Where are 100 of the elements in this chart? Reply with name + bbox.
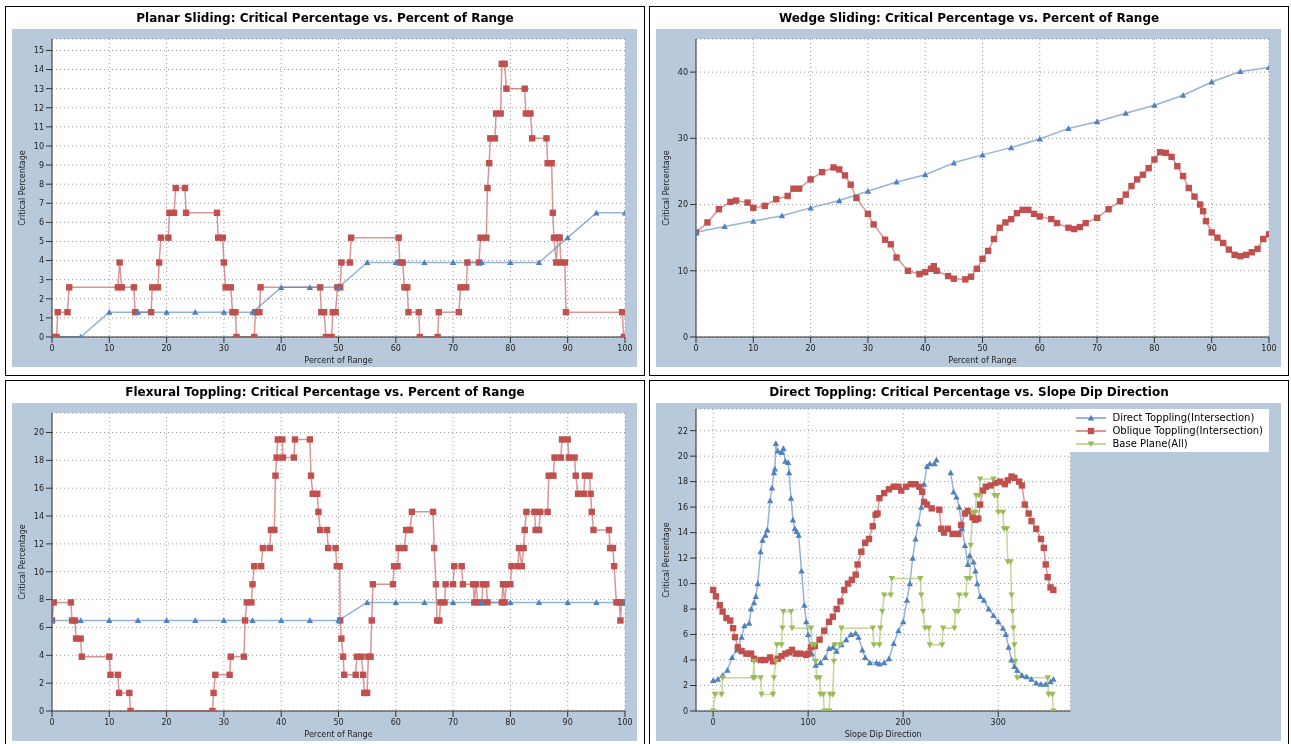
x-tick-label: 10	[104, 717, 115, 727]
x-tick-label: 80	[505, 343, 516, 353]
point	[864, 188, 872, 194]
x-tick-label: 0	[693, 343, 699, 353]
point	[278, 284, 285, 290]
y-axis-title: Critical Percentage	[661, 150, 671, 226]
y-tick-label: 0	[682, 332, 688, 342]
y-axis-title: Critical Percentage	[661, 522, 671, 598]
x-tick-label: 50	[333, 343, 344, 353]
y-tick-label: 6	[38, 218, 44, 228]
point	[449, 259, 457, 266]
x-tick-label: 0	[49, 717, 55, 727]
y-tick-label: 8	[38, 180, 44, 190]
point	[1007, 144, 1015, 151]
y-tick-label: 30	[677, 134, 688, 144]
y-tick-label: 0	[682, 706, 688, 716]
y-tick-label: 6	[38, 623, 44, 633]
y-tick-label: 2	[38, 294, 44, 304]
x-tick-label: 20	[161, 343, 172, 353]
point	[507, 259, 514, 266]
y-tick-label: 40	[677, 67, 688, 77]
x-tick-label: 20	[161, 717, 172, 727]
y-tick-label: 20	[677, 451, 688, 461]
legend-label: Base Plane(All)	[1112, 437, 1188, 450]
point	[778, 212, 786, 219]
x-tick-label: 70	[1092, 343, 1103, 353]
point	[363, 259, 371, 266]
y-tick-label: 14	[33, 511, 44, 521]
x-tick-label: 40	[920, 343, 931, 353]
y-tick-label: 20	[677, 200, 688, 210]
point	[1151, 102, 1158, 108]
y-tick-label: 14	[33, 65, 44, 75]
point	[163, 308, 170, 315]
x-tick-label: 10	[748, 343, 759, 353]
y-tick-label: 4	[682, 655, 688, 665]
x-axis-title: Slope Dip Direction	[844, 730, 922, 739]
point	[1122, 109, 1129, 116]
y-tick-label: 8	[682, 604, 688, 614]
y-tick-label: 11	[33, 122, 44, 132]
x-tick-label: 50	[977, 343, 988, 353]
y-tick-label: 12	[33, 103, 44, 113]
point	[192, 308, 199, 315]
x-tick-label: 60	[390, 717, 401, 727]
x-tick-label: 80	[505, 717, 516, 727]
x-tick-label: 60	[390, 343, 401, 353]
chart-title: Wedge Sliding: Critical Percentage vs. Percent of Range	[777, 10, 1161, 27]
x-tick-label: 20	[805, 343, 816, 353]
x-tick-label: 70	[448, 717, 459, 727]
line-series	[696, 64, 1269, 235]
y-tick-label: 12	[33, 539, 44, 549]
x-tick-label: 80	[1149, 343, 1160, 353]
point	[220, 308, 228, 315]
x-tick-label: 100	[617, 717, 633, 727]
y-tick-label: 4	[38, 651, 44, 661]
y-axis-title: Critical Percentage	[17, 524, 27, 600]
y-tick-label: 14	[677, 528, 688, 538]
point	[893, 178, 900, 185]
point	[836, 197, 843, 204]
y-tick-label: 9	[38, 160, 44, 170]
x-tick-label: 30	[862, 343, 873, 353]
x-tick-label: 10	[104, 343, 115, 353]
y-tick-label: 18	[33, 456, 44, 466]
y-tick-label: 0	[38, 706, 44, 716]
x-tick-label: 300	[990, 717, 1006, 727]
point	[392, 259, 399, 266]
x-tick-label: 90	[1206, 343, 1217, 353]
chart-title: Planar Sliding: Critical Percentage vs. Percent of Range	[135, 10, 515, 27]
x-tick-label: 100	[617, 343, 633, 353]
point	[306, 284, 314, 290]
y-tick-label: 16	[33, 484, 44, 494]
chart-title: Flexural Toppling: Critical Percentage vs. Percent of Range	[124, 384, 526, 401]
y-tick-label: 8	[38, 595, 44, 605]
x-tick-label: 40	[276, 717, 287, 727]
chart-title: Direct Toppling: Critical Percentage vs. Slope Dip Direction	[768, 384, 1170, 401]
y-tick-label: 5	[38, 237, 44, 247]
point	[1093, 118, 1101, 125]
y-tick-label: 3	[38, 275, 44, 285]
x-tick-label: 50	[333, 717, 344, 727]
x-tick-label: 200	[895, 717, 911, 727]
x-tick-label: 100	[1261, 343, 1277, 353]
x-tick-label: 90	[562, 343, 573, 353]
x-tick-label: 30	[218, 343, 229, 353]
y-tick-label: 16	[677, 502, 688, 512]
y-tick-label: 15	[33, 46, 44, 56]
y-tick-label: 1	[38, 313, 44, 323]
x-tick-label: 70	[448, 343, 459, 353]
y-tick-label: 6	[682, 630, 688, 640]
y-tick-label: 7	[38, 199, 44, 209]
x-tick-label: 30	[218, 717, 229, 727]
y-tick-label: 13	[33, 84, 44, 94]
x-axis-title: Percent of Range	[304, 730, 373, 739]
point	[1237, 68, 1244, 75]
y-tick-label: 20	[33, 428, 44, 438]
legend-label: Direct Toppling(Intersection)	[1112, 411, 1255, 424]
y-tick-label: 0	[38, 332, 44, 342]
y-tick-label: 2	[38, 678, 44, 688]
x-tick-label: 60	[1034, 343, 1045, 353]
y-tick-label: 4	[38, 256, 44, 266]
x-tick-label: 100	[800, 717, 816, 727]
y-tick-label: 10	[33, 141, 44, 151]
